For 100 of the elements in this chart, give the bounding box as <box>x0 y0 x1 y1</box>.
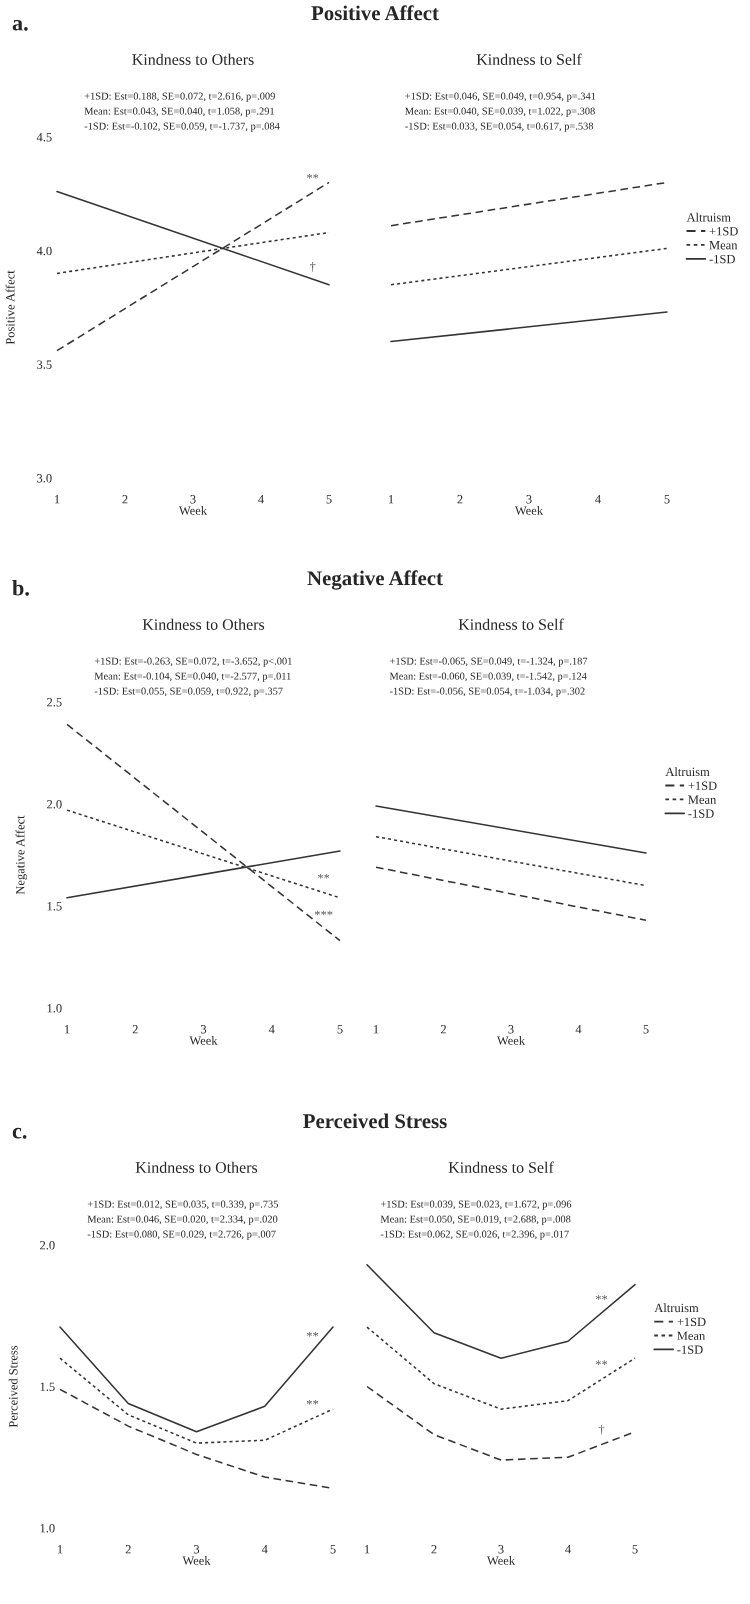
x-tick-label: 3 <box>190 495 196 504</box>
text: -1SD: Est=0.033, SE=0.054, t=0.617, p=.538 <box>405 122 594 132</box>
legend-label: +1SD <box>709 227 738 236</box>
text: -1SD: Est=0.055, SE=0.059, t=0.922, p=.357 <box>94 687 283 697</box>
x-tick-label: 4 <box>258 495 264 504</box>
text: -1SD: Est=0.080, SE=0.029, t=2.726, p=.007 <box>87 1230 276 1240</box>
x-tick-label: 3 <box>193 1545 200 1554</box>
y-axis-title: Positive Affect <box>5 270 15 345</box>
chart-title: Kindness to Self <box>458 618 564 630</box>
text: b. <box>12 579 29 596</box>
text: +1SD: Est=0.188, SE=0.072, t=2.616, p=.009 <box>84 92 275 102</box>
x-tick-label: 1 <box>364 1545 370 1554</box>
annotation: † <box>309 262 316 273</box>
x-tick-label: 2 <box>440 1025 446 1034</box>
y-tick-label: 4.0 <box>36 246 52 256</box>
x-tick-label: 3 <box>498 1545 504 1554</box>
x-tick-label: 1 <box>64 1025 70 1034</box>
legend-label: Mean <box>688 795 717 804</box>
legend-label: +1SD <box>677 1317 706 1327</box>
legend-label: -1SD <box>688 809 714 818</box>
text: +1SD: Est=0.039, SE=0.023, t=1.672, p=.096 <box>380 1200 572 1210</box>
x-tick-label: 5 <box>632 1545 638 1554</box>
x-tick-label: 5 <box>326 495 332 504</box>
x-axis-title: Week <box>514 506 544 515</box>
chart-title: Kindness to Others <box>135 1161 258 1173</box>
x-tick-label: 3 <box>526 495 532 504</box>
x-tick-label: 2 <box>122 495 128 504</box>
text: -1SD: Est=-0.056, SE=0.054, t=-1.034, p=.302 <box>389 687 585 697</box>
chart-title: Kindness to Others <box>142 618 265 630</box>
annotation: ** <box>317 874 330 879</box>
legend-title: Altruism <box>665 767 710 777</box>
x-tick-label: 5 <box>330 1545 336 1554</box>
x-tick-label: 5 <box>643 1025 649 1034</box>
y-tick-label: 2.5 <box>47 698 62 707</box>
x-tick-label: 4 <box>565 1545 571 1554</box>
x-tick-label: 1 <box>373 1025 379 1034</box>
y-axis-title: Negative Affect <box>15 815 28 895</box>
chart-title: Kindness to Others <box>132 53 254 65</box>
text: Mean: Est=0.040, SE=0.039, t=1.022, p=.308 <box>405 107 595 117</box>
x-tick-label: 4 <box>261 1545 268 1554</box>
annotation: ** <box>306 1399 319 1405</box>
y-tick-label: 2.0 <box>40 1241 55 1250</box>
text: -1SD: Est=0.062, SE=0.026, t=2.396, p=.017 <box>380 1230 569 1240</box>
y-tick-label: 1.0 <box>40 1524 55 1533</box>
x-tick-label: 4 <box>595 495 601 504</box>
legend-label: Mean <box>709 241 738 250</box>
x-tick-label: 3 <box>508 1025 514 1034</box>
legend-title: Altruism <box>654 1303 699 1313</box>
annotation: ** <box>595 1360 608 1365</box>
x-tick-label: 2 <box>125 1545 131 1554</box>
y-tick-label: 2.0 <box>47 800 62 809</box>
annotation: ** <box>307 173 319 179</box>
y-tick-label: 1.5 <box>40 1382 55 1392</box>
chart-title: Kindness to Self <box>448 1161 554 1173</box>
x-axis-title: Week <box>178 506 208 515</box>
annotation: ** <box>595 1295 608 1300</box>
line-series <box>59 1326 334 1433</box>
x-axis-title: Week <box>496 1036 526 1045</box>
x-tick-label: 5 <box>664 495 670 504</box>
text: a. <box>12 19 28 31</box>
x-tick-label: 1 <box>57 1545 63 1554</box>
y-tick-label: 1.5 <box>47 902 62 911</box>
y-tick-label: 4.5 <box>36 133 52 142</box>
x-tick-label: 4 <box>268 1025 275 1034</box>
y-tick-label: 3.5 <box>37 360 52 369</box>
y-tick-label: 3.0 <box>37 474 52 483</box>
text: +1SD: Est=0.046, SE=0.049, t=0.954, p=.341 <box>405 92 596 102</box>
x-tick-label: 5 <box>337 1025 343 1034</box>
x-axis-title: Week <box>182 1556 211 1565</box>
text: Mean: Est=0.043, SE=0.040, t=1.058, p=.291 <box>84 107 275 117</box>
x-tick-label: 2 <box>457 495 463 504</box>
legend-label: +1SD <box>688 781 717 790</box>
x-axis-title: Week <box>486 1556 516 1565</box>
legend-title: Altruism <box>686 212 731 222</box>
x-tick-label: 1 <box>54 495 60 504</box>
text: Positive Affect <box>311 5 439 21</box>
text: -1SD: Est=-0.102, SE=0.059, t=-1.737, p=.084 <box>84 122 280 132</box>
annotation: † <box>598 1424 605 1436</box>
x-axis-title: Week <box>189 1036 218 1045</box>
y-axis-title: Perceived Stress <box>8 1345 18 1428</box>
text: c. <box>12 1127 27 1139</box>
text: +1SD: Est=-0.065, SE=0.049, t=-1.324, p=.187 <box>390 657 588 667</box>
x-tick-label: 1 <box>388 495 394 504</box>
x-tick-label: 2 <box>132 1025 138 1034</box>
text: +1SD: Est=0.012, SE=0.035, t=0.339, p=.735 <box>87 1200 279 1210</box>
x-tick-label: 4 <box>575 1025 582 1034</box>
text: Mean: Est=-0.104, SE=0.040, t=-2.577, p=.011 <box>94 672 291 682</box>
text: +1SD: Est=-0.263, SE=0.072, t=-3.652, p<.001 <box>94 657 292 667</box>
text: Negative Affect <box>307 570 443 590</box>
annotation: ** <box>306 1332 319 1337</box>
x-tick-label: 2 <box>431 1545 437 1554</box>
legend-label: -1SD <box>677 1345 703 1354</box>
x-tick-label: 3 <box>200 1025 207 1034</box>
legend-label: -1SD <box>709 254 735 264</box>
text: Perceived Stress <box>303 1113 447 1129</box>
y-tick-label: 1.0 <box>47 1004 62 1013</box>
text: Mean: Est=0.046, SE=0.020, t=2.334, p=.020 <box>87 1215 278 1225</box>
text: Mean: Est=0.050, SE=0.019, t=2.688, p=.008 <box>380 1215 571 1225</box>
text: Mean: Est=-0.060, SE=0.039, t=-1.542, p=.124 <box>389 672 587 682</box>
chart-title: Kindness to Self <box>476 53 582 65</box>
